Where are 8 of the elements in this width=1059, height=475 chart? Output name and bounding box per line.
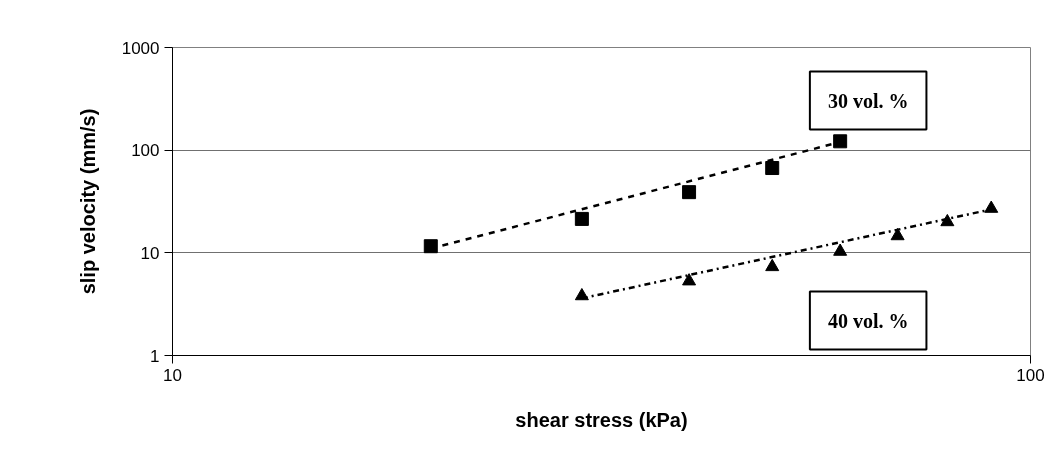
y-axis-title: slip velocity (mm/s) [76,108,99,295]
text: 40 vol. % [827,309,909,332]
y-tick-label: 100 [131,141,160,161]
y-tick-label: 10 [140,243,160,263]
y-tick-label: 1 [150,346,160,366]
y-tick-label: 1000 [121,38,160,58]
x-axis-title: shear stress (kPa) [515,408,688,431]
series-label: 30 vol. % [827,89,909,112]
